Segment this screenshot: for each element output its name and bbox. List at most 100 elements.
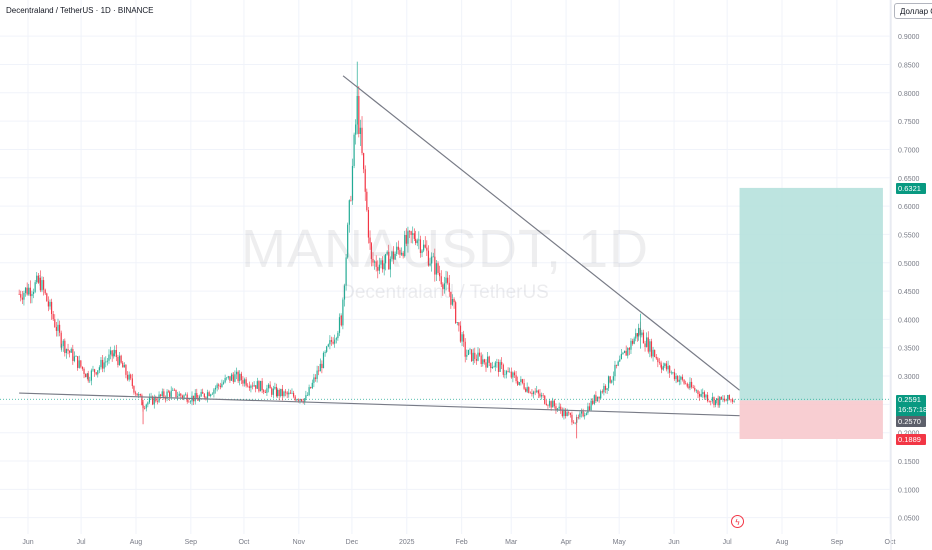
candle-body	[42, 280, 45, 290]
candle-body	[123, 365, 125, 368]
candle-body	[219, 385, 221, 388]
candle-body	[657, 358, 659, 363]
candle-body	[702, 392, 704, 394]
candle-body	[654, 349, 656, 357]
candle-body	[561, 410, 563, 417]
candle-body	[227, 376, 229, 378]
candle-body	[67, 349, 69, 351]
candle-body	[31, 293, 33, 297]
candle-body	[281, 388, 283, 396]
candle-body	[292, 392, 295, 397]
candle-body	[670, 372, 672, 374]
candle-body	[614, 364, 616, 377]
candle-body	[77, 356, 79, 368]
symbol-header[interactable]: Decentraland / TetherUS · 1D · BINANCE	[6, 6, 154, 15]
candle-body	[86, 373, 88, 378]
candle-body	[280, 388, 282, 397]
candle-body	[569, 413, 571, 415]
candle-body	[373, 261, 376, 263]
candle-body	[636, 333, 638, 337]
candle-body	[359, 127, 362, 134]
candle-body	[461, 334, 463, 342]
candle-body	[553, 400, 555, 407]
candle-body	[310, 387, 312, 389]
candle-body	[517, 381, 519, 385]
candle-body	[545, 403, 547, 406]
candle-body	[477, 352, 479, 361]
candle-body	[455, 302, 457, 324]
candle-body	[478, 352, 481, 356]
candle-body	[466, 354, 468, 357]
candle-body	[208, 392, 210, 396]
candle-body	[367, 210, 370, 238]
x-tick-label: Mar	[505, 539, 518, 546]
x-tick-label: Jun	[668, 539, 679, 546]
candle-body	[300, 399, 303, 402]
candle-body	[612, 376, 614, 381]
candle-body	[205, 397, 207, 399]
candle-body	[625, 350, 627, 356]
y-tick-label: 0.7000	[898, 147, 920, 154]
candle-body	[350, 200, 352, 201]
candle-body	[415, 238, 417, 244]
y-tick-label: 0.7500	[898, 119, 920, 126]
candle-body	[705, 394, 707, 398]
candle-body	[316, 370, 318, 379]
candle-body	[158, 394, 160, 402]
candle-body	[708, 401, 710, 402]
y-tick-label: 0.4000	[898, 317, 920, 324]
x-tick-label: May	[613, 539, 627, 546]
x-tick-label: Apr	[561, 539, 573, 546]
candle-body	[510, 371, 512, 378]
candle-body	[65, 349, 68, 354]
candle-body	[601, 391, 603, 393]
candle-body	[21, 297, 23, 300]
candle-body	[366, 191, 368, 211]
y-tick-label: 0.1500	[898, 459, 920, 466]
candle-body	[46, 293, 48, 302]
candle-body	[172, 389, 174, 391]
candle-body	[727, 395, 729, 401]
candle-body	[475, 358, 477, 361]
candle-body	[681, 376, 684, 380]
candle-body	[188, 401, 190, 403]
candle-body	[55, 327, 57, 331]
candle-body	[160, 394, 162, 396]
candle-body	[156, 401, 159, 402]
candle-body	[494, 362, 496, 367]
alert-clock-icon[interactable]: ϟ	[731, 515, 744, 528]
candle-body	[518, 381, 520, 385]
candle-body	[114, 350, 116, 354]
candle-body	[697, 390, 699, 394]
candle-body	[571, 414, 573, 423]
candle-body	[101, 359, 104, 369]
candle-body	[183, 395, 185, 398]
y-tick-label: 0.3000	[898, 374, 920, 381]
candle-body	[375, 261, 377, 267]
x-tick-label: Jul	[723, 539, 732, 546]
candle-body	[93, 369, 96, 373]
candle-body	[577, 417, 579, 418]
candle-body	[39, 277, 41, 291]
candle-body	[600, 391, 602, 399]
candle-body	[60, 332, 62, 348]
loss-zone	[739, 400, 883, 439]
candle-body	[253, 385, 255, 387]
currency-button[interactable]: Доллар СШ	[894, 3, 932, 19]
candle-body	[534, 391, 536, 393]
stop-price-label: 0.1889	[896, 434, 926, 445]
candle-body	[688, 386, 690, 388]
candle-body	[412, 233, 414, 235]
candle-body	[638, 327, 640, 337]
candle-body	[255, 385, 257, 389]
candle-body	[617, 361, 619, 366]
candle-body	[181, 395, 184, 398]
candle-body	[97, 370, 99, 375]
candle-body	[134, 392, 137, 394]
candle-body	[623, 350, 626, 353]
x-tick-label: Sep	[185, 539, 198, 546]
watermark-symbol: MANAUSDT, 1D	[240, 219, 650, 279]
candle-body	[340, 315, 342, 326]
candle-body	[332, 341, 334, 344]
